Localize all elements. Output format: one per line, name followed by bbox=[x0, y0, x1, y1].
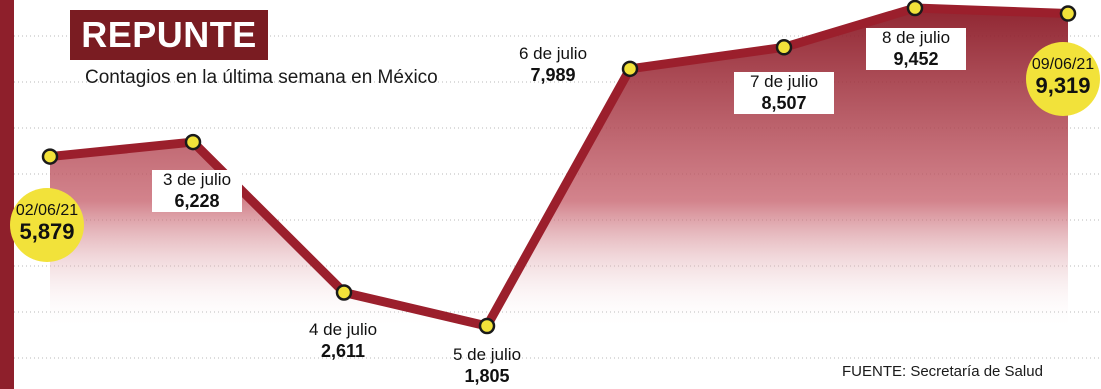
category-label: 02/06/21 bbox=[15, 202, 79, 219]
data-point-5 bbox=[775, 39, 793, 56]
series-line bbox=[49, 3, 1069, 331]
category-label: 8 de julio bbox=[866, 28, 966, 48]
category-label: 3 de julio bbox=[152, 170, 242, 190]
category-label: 6 de julio bbox=[518, 44, 588, 63]
value-label: 9,319 bbox=[1035, 73, 1091, 98]
chart-subtitle: Contagios en la última semana en México bbox=[85, 67, 438, 88]
category-label: 5 de julio bbox=[452, 345, 522, 364]
point-label-6: 8 de julio 9,452 bbox=[866, 28, 966, 70]
data-point-2 bbox=[335, 284, 353, 301]
point-label-5: 7 de julio 8,507 bbox=[734, 72, 834, 114]
value-label: 8,507 bbox=[734, 92, 834, 114]
data-point-3 bbox=[478, 317, 496, 335]
value-label: 5,879 bbox=[19, 219, 75, 244]
category-label: 7 de julio bbox=[734, 72, 834, 92]
value-label: 9,452 bbox=[866, 48, 966, 70]
source-note: FUENTE: Secretaría de Salud bbox=[842, 363, 1043, 380]
value-label: 6,228 bbox=[152, 190, 242, 212]
value-label: 7,989 bbox=[530, 65, 576, 85]
point-label-0: 02/06/21 5,879 bbox=[10, 188, 84, 262]
point-label-1: 3 de julio 6,228 bbox=[152, 170, 242, 212]
point-label-4: 6 de julio 7,989 bbox=[508, 44, 598, 86]
data-point-1 bbox=[184, 133, 202, 151]
data-point-0 bbox=[41, 148, 59, 165]
value-label: 1,805 bbox=[464, 366, 510, 386]
left-accent-bar bbox=[0, 0, 14, 389]
point-label-3: 5 de julio 1,805 bbox=[442, 345, 532, 387]
point-label-7: 09/06/21 9,319 bbox=[1026, 42, 1100, 116]
value-label: 2,611 bbox=[320, 341, 366, 361]
chart-title: REPUNTE bbox=[70, 10, 268, 60]
category-label: 4 de julio bbox=[308, 320, 378, 339]
data-point-7 bbox=[1059, 5, 1077, 22]
data-point-6 bbox=[906, 0, 924, 17]
point-label-2: 4 de julio 2,611 bbox=[298, 320, 388, 362]
data-point-4 bbox=[621, 60, 639, 78]
category-label: 09/06/21 bbox=[1031, 56, 1095, 73]
